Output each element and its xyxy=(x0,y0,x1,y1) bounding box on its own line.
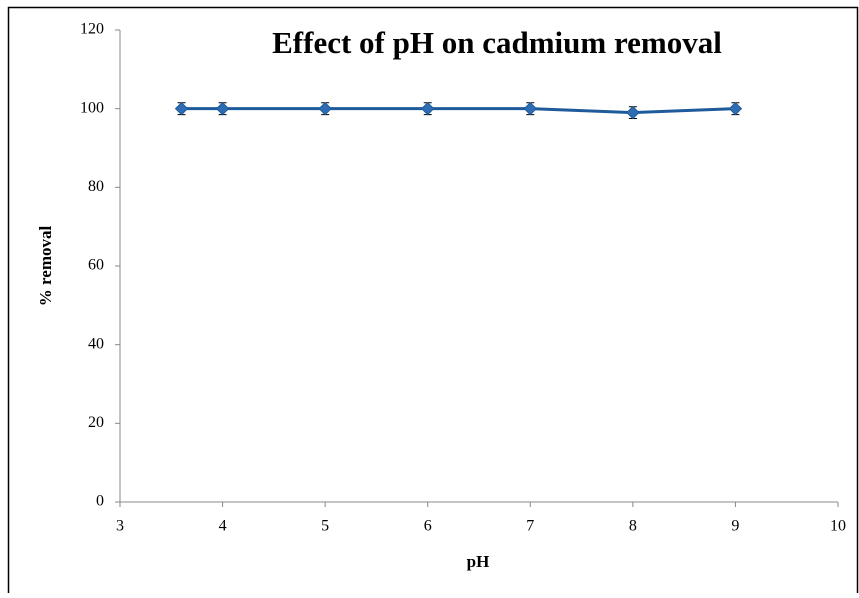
line xyxy=(181,107,736,115)
marker xyxy=(421,101,435,116)
x-tick-label: 3 xyxy=(116,518,124,535)
x-axis-label: pH xyxy=(467,552,490,571)
x-tick-label: 5 xyxy=(321,518,329,535)
marker xyxy=(728,101,743,116)
marker xyxy=(626,105,640,120)
chart-title: Effect of pH on cadmium removal xyxy=(272,25,722,60)
y-tick-label: 80 xyxy=(88,178,104,195)
marker xyxy=(523,101,537,116)
chart-border xyxy=(7,6,859,593)
y-tick-label: 100 xyxy=(80,99,104,116)
x-tick-label: 7 xyxy=(526,518,534,535)
x-tick-label: 9 xyxy=(731,518,739,535)
marker xyxy=(174,101,189,116)
x-tick-label: 4 xyxy=(219,518,227,535)
y-tick-label: 120 xyxy=(80,21,104,38)
y-axis-label: % removal xyxy=(36,226,55,307)
x-tick-label: 10 xyxy=(830,518,846,535)
y-tick-label: 20 xyxy=(88,414,104,431)
marker xyxy=(215,101,230,116)
y-tick-label: 60 xyxy=(88,257,104,274)
x-tick-label: 8 xyxy=(629,518,637,535)
marker xyxy=(318,101,332,116)
x-tick-label: 6 xyxy=(424,518,432,535)
y-tick-label: 40 xyxy=(88,335,104,352)
y-tick-label: 0 xyxy=(96,493,104,510)
